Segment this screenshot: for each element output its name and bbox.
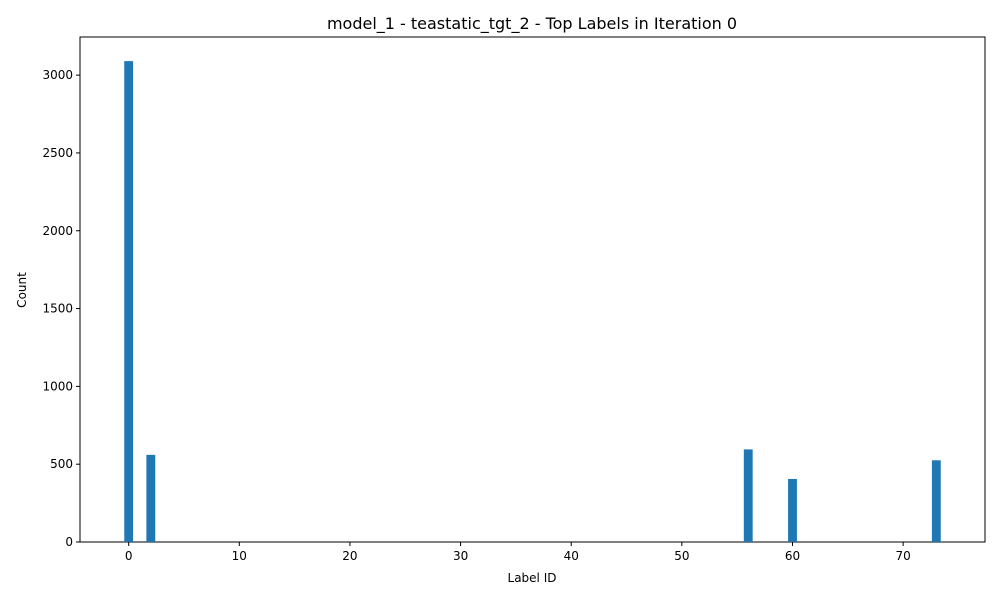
y-tick-label: 1000 (42, 379, 73, 393)
plot-frame (79, 36, 986, 543)
bar-label-60 (788, 478, 797, 542)
y-tick-label: 3000 (42, 68, 73, 82)
x-tick-label: 60 (785, 549, 800, 563)
bar-label-56 (743, 449, 753, 542)
bar-label-73 (931, 460, 941, 542)
x-tick-label: 20 (342, 549, 357, 563)
x-tick-label: 0 (125, 549, 133, 563)
y-axis-label: Count (15, 272, 29, 308)
y-tick-label: 1500 (42, 302, 73, 316)
y-tick-label: 2500 (42, 146, 73, 160)
x-axis-label: Label ID (508, 571, 557, 585)
x-tick-label: 50 (674, 549, 689, 563)
x-tick-label: 40 (564, 549, 579, 563)
bar-label-0 (124, 61, 134, 542)
bar-label-2 (146, 454, 156, 542)
x-tick-label: 10 (232, 549, 247, 563)
y-tick-label: 2000 (42, 224, 73, 238)
x-tick-label: 30 (453, 549, 468, 563)
bars-group (124, 61, 941, 542)
chart-title: model_1 - teastatic_tgt_2 - Top Labels i… (327, 14, 737, 34)
y-tick-label: 0 (65, 535, 73, 549)
y-tick-label: 500 (50, 457, 73, 471)
plot-area (79, 36, 986, 543)
x-tick-label: 70 (895, 549, 910, 563)
x-axis-ticks: 0 10 20 30 40 50 60 70 (125, 542, 911, 563)
y-axis-ticks: 0 500 1000 1500 2000 2500 3000 (42, 68, 80, 549)
